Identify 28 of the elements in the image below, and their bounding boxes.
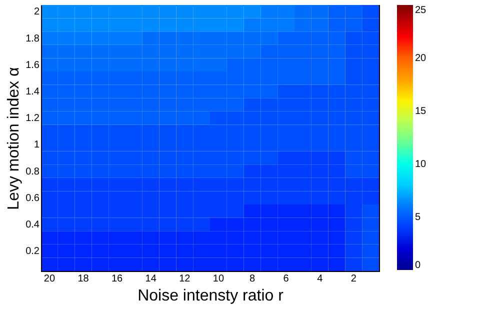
x-tick-label: 4 (317, 274, 324, 284)
color-bar-label: 15 (415, 106, 427, 117)
x-axis-title: Noise intensty ratio r (138, 288, 284, 304)
x-tick-label: 16 (111, 274, 124, 284)
x-tick-label: 8 (249, 274, 256, 284)
x-tick-label: 10 (212, 274, 224, 284)
x-tick-label: 6 (283, 274, 290, 284)
x-tick-label: 18 (78, 274, 90, 284)
x-tick-label: 14 (145, 274, 157, 284)
y-tick-label: 0.6 (26, 192, 40, 204)
y-tick-label: 0.8 (26, 166, 40, 178)
x-tick-label: 20 (44, 274, 56, 284)
color-bar-label: 25 (415, 5, 427, 16)
y-tick-label: 2 (34, 6, 40, 18)
color-bar-label: 20 (415, 53, 427, 64)
y-tick-label: 1.8 (26, 33, 40, 44)
y-tick-label: 0.2 (26, 246, 40, 258)
x-tick-label: 2 (350, 274, 357, 284)
x-tick-label: 12 (179, 274, 191, 284)
color-bar-label: 0 (415, 260, 421, 271)
color-bar-label: 10 (415, 159, 427, 170)
color-bar-label: 5 (415, 212, 421, 223)
y-tick-label: 1 (34, 140, 40, 151)
y-tick-label: 1.6 (26, 60, 40, 71)
y-tick-label: 0.4 (26, 219, 40, 230)
y-axis-title: Levy motion index α (6, 67, 23, 210)
y-tick-label: 1.4 (26, 86, 40, 98)
y-tick-label: 1.2 (26, 113, 40, 124)
